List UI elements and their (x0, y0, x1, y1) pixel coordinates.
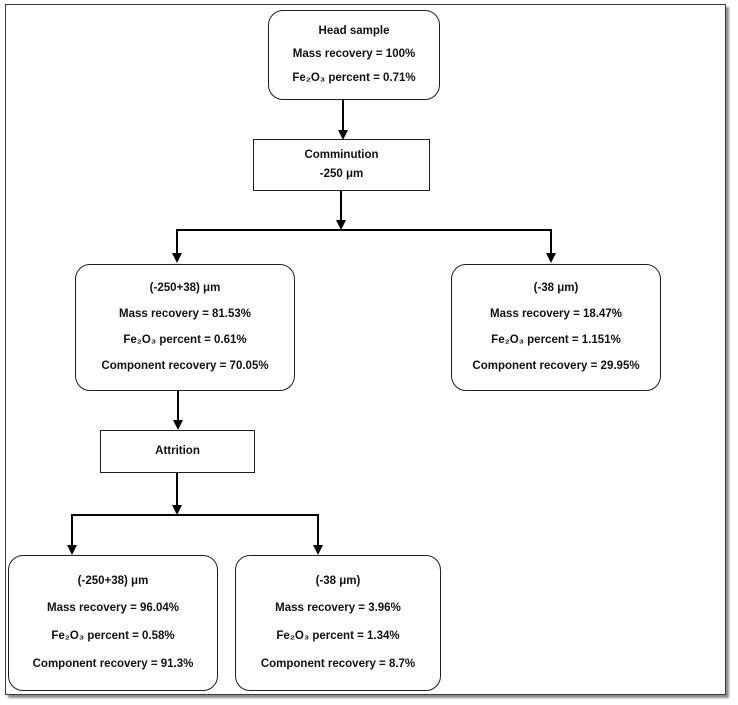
attrition-coarse-title: (-250+38) μm (77, 574, 149, 587)
attrition-coarse-fe2o3-percent: Fe₂O₃ percent = 0.58% (51, 630, 175, 643)
fine-fraction-box: (-38 μm) Mass recovery = 18.47% Fe₂O₃ pe… (451, 264, 661, 391)
head-sample-fe2o3-percent: Fe₂O₃ percent = 0.71% (292, 71, 416, 84)
attrition-box: Attrition (100, 430, 255, 473)
attrition-fine-fe2o3-percent: Fe₂O₃ percent = 1.34% (276, 630, 400, 643)
attrition-coarse-component-recovery: Component recovery = 91.3% (32, 658, 194, 671)
attrition-coarse-mass-recovery: Mass recovery = 96.04% (46, 602, 180, 615)
head-sample-mass-recovery: Mass recovery = 100% (292, 48, 416, 61)
head-sample-box: Head sample Mass recovery = 100% Fe₂O₃ p… (268, 10, 440, 100)
attrition-title: Attrition (155, 444, 200, 457)
attrition-coarse-box: (-250+38) μm Mass recovery = 96.04% Fe₂O… (8, 555, 218, 691)
coarse-fraction-fe2o3-percent: Fe₂O₃ percent = 0.61% (123, 333, 247, 346)
fine-fraction-fe2o3-percent: Fe₂O₃ percent = 1.151% (491, 333, 621, 346)
fine-fraction-title: (-38 μm) (533, 281, 579, 294)
fine-fraction-mass-recovery: Mass recovery = 18.47% (489, 307, 623, 320)
coarse-fraction-title: (-250+38) μm (149, 281, 221, 294)
comminution-title: Comminution (304, 149, 379, 162)
coarse-fraction-mass-recovery: Mass recovery = 81.53% (118, 307, 252, 320)
coarse-fraction-component-recovery: Component recovery = 70.05% (101, 359, 269, 372)
comminution-size: -250 μm (319, 167, 364, 180)
head-sample-title: Head sample (318, 25, 390, 38)
attrition-fine-box: (-38 μm) Mass recovery = 3.96% Fe₂O₃ per… (235, 555, 441, 691)
attrition-fine-component-recovery: Component recovery = 8.7% (260, 658, 416, 671)
fine-fraction-component-recovery: Component recovery = 29.95% (472, 359, 640, 372)
comminution-box: Comminution -250 μm (253, 139, 430, 191)
coarse-fraction-box: (-250+38) μm Mass recovery = 81.53% Fe₂O… (75, 264, 295, 391)
attrition-fine-mass-recovery: Mass recovery = 3.96% (275, 602, 401, 615)
attrition-fine-title: (-38 μm) (315, 574, 361, 587)
